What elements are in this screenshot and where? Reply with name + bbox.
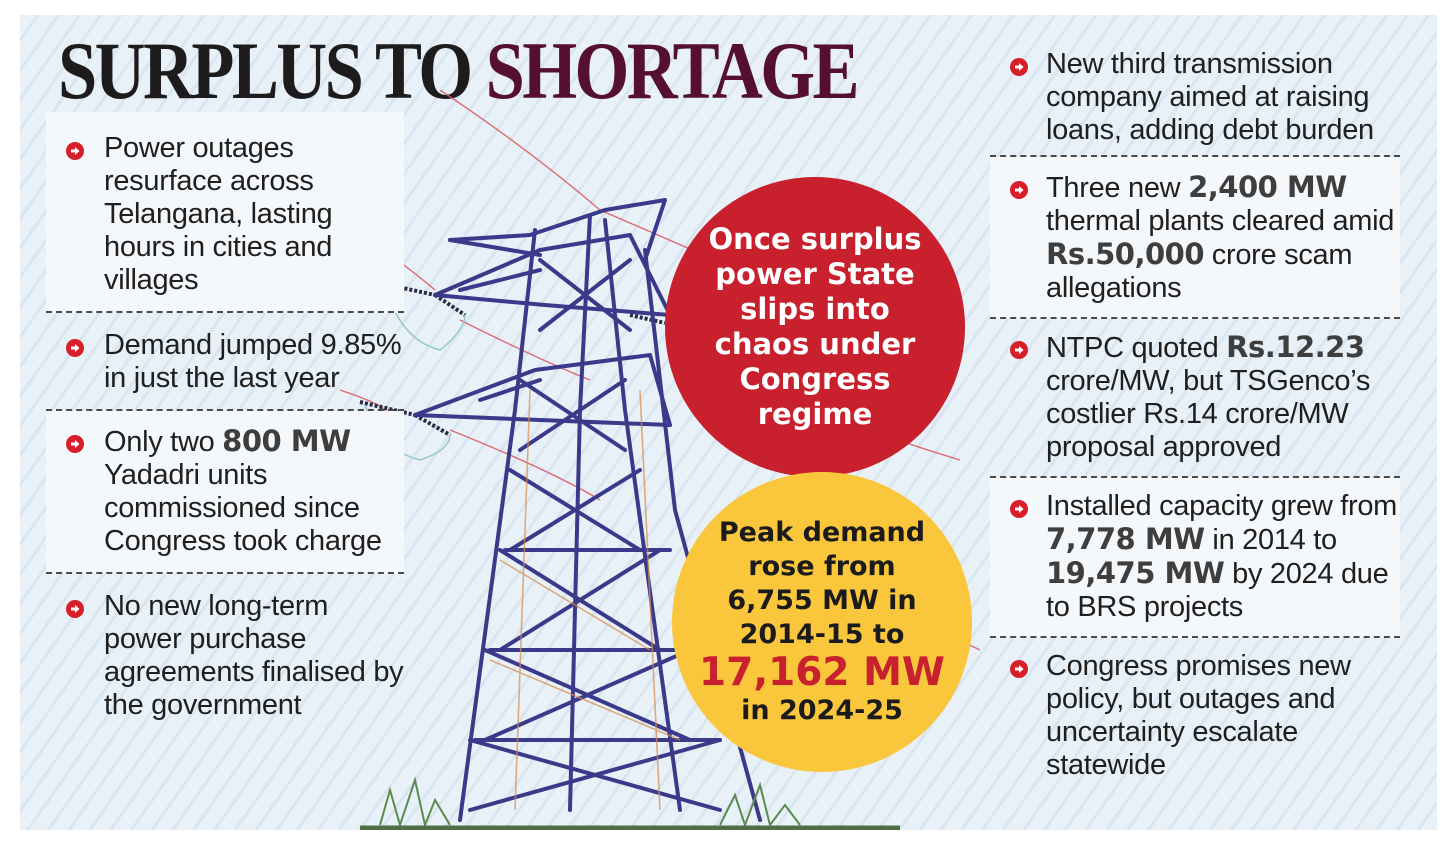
right-facts-column: New third transmission company aimed at … (990, 40, 1400, 792)
peak-demand-figure: 17,162 MW (699, 650, 945, 695)
arrow-bullet-icon (66, 142, 84, 160)
fact-item: New third transmission company aimed at … (990, 40, 1400, 157)
fact-item: Demand jumped 9.85% in just the last yea… (46, 313, 404, 411)
highlight-figure: Rs.12.23 (1226, 330, 1365, 364)
arrow-bullet-icon (66, 339, 84, 357)
highlight-figure: 19,475 MW (1046, 556, 1225, 590)
yellow-callout-circle: Peak demand rose from 6,755 MW in 2014-1… (672, 472, 972, 772)
fact-item: NTPC quoted Rs.12.23 crore/MW, but TSGen… (990, 319, 1400, 478)
fact-text: Installed capacity grew from 7,778 MW in… (1046, 490, 1398, 623)
arrow-bullet-icon (66, 435, 84, 453)
arrow-bullet-icon (1010, 500, 1028, 518)
fact-item: Installed capacity grew from 7,778 MW in… (990, 478, 1400, 638)
headline: SURPLUS TO SHORTAGE (58, 30, 860, 112)
fact-text: Three new 2,400 MW thermal plants cleare… (1046, 170, 1395, 305)
arrow-bullet-icon (1010, 341, 1028, 359)
highlight-figure: 800 MW (222, 424, 351, 458)
yellow-callout-text: Peak demand rose from 6,755 MW in 2014-1… (699, 517, 945, 726)
arrow-bullet-icon (1010, 58, 1028, 76)
fact-text: New third transmission company aimed at … (1046, 48, 1374, 146)
headline-part-surplus: SURPLUS TO (58, 25, 486, 116)
highlight-figure: Rs.50,000 (1046, 237, 1205, 271)
highlight-figure: 7,778 MW (1046, 522, 1205, 556)
fact-item: No new long-term power purchase agreemen… (46, 574, 404, 736)
fact-item: Only two 800 MW Yadadri units commission… (46, 411, 404, 574)
fact-item: Three new 2,400 MW thermal plants cleare… (990, 157, 1400, 319)
arrow-bullet-icon (1010, 660, 1028, 678)
highlight-figure: 2,400 MW (1188, 170, 1347, 204)
headline-part-shortage: SHORTAGE (485, 25, 860, 116)
arrow-bullet-icon (1010, 181, 1028, 199)
fact-item: Power outages resurface across Telangana… (46, 112, 404, 313)
arrow-bullet-icon (66, 600, 84, 618)
fact-text: NTPC quoted Rs.12.23 crore/MW, but TSGen… (1046, 330, 1371, 464)
fact-text: Only two 800 MW Yadadri units commission… (104, 424, 382, 558)
red-callout-circle: Once surplus power State slips into chao… (665, 177, 965, 477)
fact-item: Congress promises new policy, but outage… (990, 638, 1400, 792)
red-callout-text: Once surplus power State slips into chao… (708, 222, 922, 431)
fact-text: Congress promises new policy, but outage… (1046, 650, 1351, 781)
left-facts-column: Power outages resurface across Telangana… (46, 112, 404, 736)
fact-text: No new long-term power purchase agreemen… (104, 590, 404, 721)
fact-text: Demand jumped 9.85% in just the last yea… (104, 329, 402, 394)
fact-text: Power outages resurface across Telangana… (104, 132, 333, 296)
